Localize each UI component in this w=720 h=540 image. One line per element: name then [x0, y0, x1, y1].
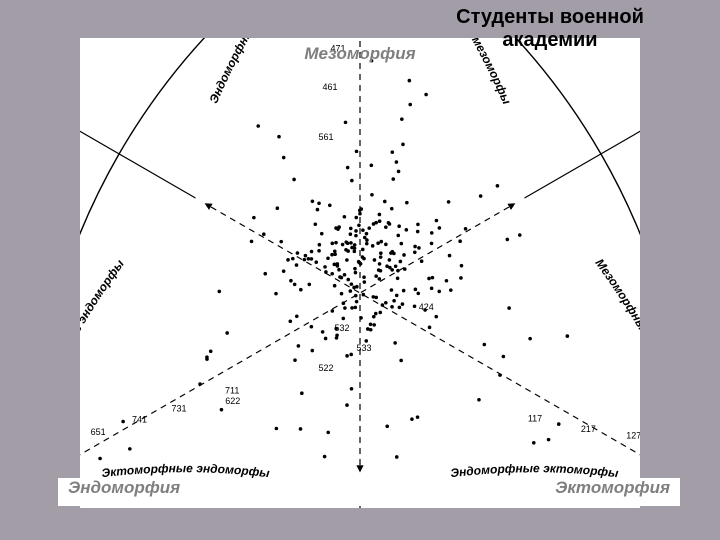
bottom-label-strip: Эндоморфия Эктоморфия — [58, 478, 680, 506]
figure-paper: Эндоморфные мезоморфы Эктоморфные мезомо… — [80, 38, 640, 508]
svg-text:117: 117 — [528, 414, 542, 424]
svg-text:711: 711 — [225, 385, 239, 395]
vertex-label-endomorphy: Эндоморфия — [68, 478, 180, 498]
svg-text:731: 731 — [171, 404, 186, 414]
arc-label-mid-right: Мезоморфные эктоморфы — [592, 256, 640, 409]
svg-text:522: 522 — [318, 363, 333, 373]
arc-label-mid-left: Мезоморфные эндоморфы — [80, 256, 127, 407]
title-line-1: Студенты военной — [456, 6, 644, 28]
svg-text:461: 461 — [322, 82, 337, 92]
triangle-geometry — [80, 38, 640, 508]
somatotype-diagram: Эндоморфные мезоморфы Эктоморфные мезомо… — [80, 38, 640, 508]
svg-text:217: 217 — [581, 424, 596, 434]
vertex-label-ectomorphy: Эктоморфия — [555, 478, 670, 498]
svg-text:622: 622 — [225, 396, 240, 406]
svg-text:741: 741 — [132, 414, 147, 424]
svg-text:127: 127 — [626, 431, 640, 441]
svg-text:651: 651 — [91, 427, 106, 437]
svg-text:533: 533 — [356, 343, 371, 353]
slide-frame: Эндоморфные мезоморфы Эктоморфные мезомо… — [0, 0, 720, 540]
svg-text:561: 561 — [318, 132, 333, 142]
slide-title: Студенты военной академии — [400, 6, 700, 52]
title-line-2: академии — [502, 29, 597, 51]
vertex-label-mesomorphy: Мезоморфия — [280, 44, 440, 64]
